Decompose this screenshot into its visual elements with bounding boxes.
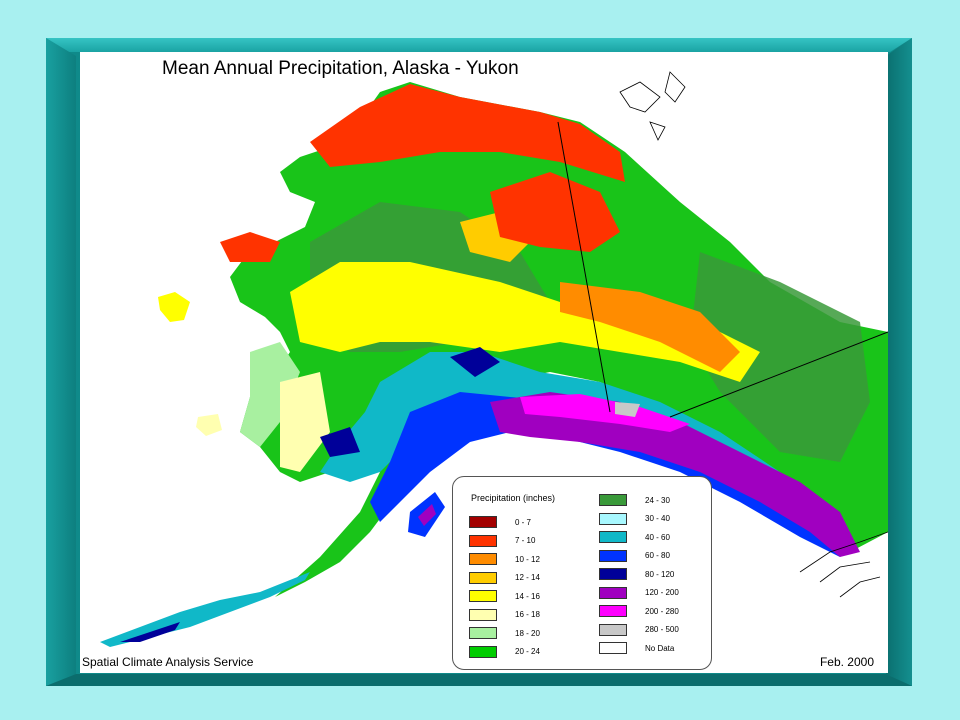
map-date: Feb. 2000 [819, 655, 874, 669]
legend-swatch [599, 494, 627, 507]
blue-region [370, 392, 850, 557]
legend-label: 80 - 120 [645, 569, 675, 579]
legend-swatch [469, 627, 497, 640]
red-region [310, 84, 625, 182]
yukon-bc-border [669, 331, 888, 418]
legend-swatch [599, 642, 627, 655]
legend-swatch [469, 608, 497, 621]
legend-title: Precipitation (inches) [471, 493, 556, 503]
legend-label: 18 - 20 [515, 628, 540, 638]
legend-item: 280 - 500 [599, 621, 679, 640]
legend-swatch [599, 568, 627, 581]
yellow-region [290, 262, 760, 382]
precipitation-map: Mean Annual Precipitation, Alaska - Yuko… [80, 52, 888, 673]
aleutian-islands [120, 622, 180, 642]
legend-label: No Data [645, 643, 675, 653]
legend-item: 20 - 24 [469, 643, 540, 662]
legend-label: 0 - 7 [515, 517, 532, 527]
legend-item: 0 - 7 [469, 513, 540, 532]
legend-swatch [599, 549, 627, 562]
light-green-region [280, 372, 330, 472]
purple-region [490, 392, 860, 557]
legend-item: 24 - 30 [599, 491, 679, 510]
legend-swatch [469, 590, 497, 603]
legend-item: 12 - 14 [469, 569, 540, 588]
legend-item: 30 - 40 [599, 510, 679, 529]
alaska-yukon-border [557, 121, 611, 413]
legend-swatch [599, 586, 627, 599]
legend-item: 60 - 80 [599, 547, 679, 566]
frame-bevel-left [46, 38, 76, 686]
legend-label: 16 - 18 [515, 610, 540, 620]
legend-swatch [469, 534, 497, 547]
legend-item: 200 - 280 [599, 602, 679, 621]
legend-item: 7 - 10 [469, 532, 540, 551]
frame-bevel-top [46, 38, 912, 52]
red-region [490, 172, 620, 252]
gray-region [615, 402, 640, 417]
legend-swatch [599, 512, 627, 525]
map-title: Mean Annual Precipitation, Alaska - Yuko… [162, 58, 519, 79]
orange-region [560, 282, 740, 372]
nunivak-island [196, 414, 222, 436]
legend-label: 60 - 80 [645, 551, 670, 561]
navy-region [320, 427, 360, 457]
map-credit: Spatial Climate Analysis Service [82, 655, 254, 669]
frame-bevel-bottom [46, 674, 912, 686]
legend-label: 120 - 200 [645, 588, 679, 598]
precipitation-legend: Precipitation (inches) 0 - 7 7 - 10 10 -… [452, 476, 712, 670]
light-green-region [240, 342, 300, 447]
legend-label: 7 - 10 [515, 536, 536, 546]
legend-label: 12 - 14 [515, 573, 540, 583]
legend-label: 30 - 40 [645, 514, 670, 524]
legend-item: 18 - 20 [469, 624, 540, 643]
legend-label: 10 - 12 [515, 554, 540, 564]
legend-swatch [469, 645, 497, 658]
st-lawrence-island [158, 292, 190, 322]
legend-item: 80 - 120 [599, 565, 679, 584]
legend-label: 280 - 500 [645, 625, 679, 635]
legend-swatch [599, 623, 627, 636]
legend-column-1: 0 - 7 7 - 10 10 - 12 12 - 14 14 - 16 16 … [469, 513, 540, 661]
legend-item: 14 - 16 [469, 587, 540, 606]
legend-item: No Data [599, 639, 679, 658]
arctic-islands [619, 71, 686, 141]
aleutian-islands [100, 572, 310, 647]
legend-swatch [469, 516, 497, 529]
legend-label: 40 - 60 [645, 532, 670, 542]
legend-label: 200 - 280 [645, 606, 679, 616]
legend-column-2: 24 - 30 30 - 40 40 - 60 60 - 80 80 - 120… [599, 491, 679, 658]
navy-region [450, 347, 500, 377]
kodiak-island [418, 504, 436, 526]
legend-item: 10 - 12 [469, 550, 540, 569]
legend-item: 16 - 18 [469, 606, 540, 625]
map-graphic [100, 71, 888, 647]
frame-bevel-right [886, 38, 912, 686]
legend-item: 120 - 200 [599, 584, 679, 603]
legend-item: 40 - 60 [599, 528, 679, 547]
legend-label: 24 - 30 [645, 495, 670, 505]
southeast-coast-outline [799, 531, 888, 598]
red-region [220, 232, 280, 262]
legend-swatch [599, 531, 627, 544]
legend-label: 14 - 16 [515, 591, 540, 601]
legend-label: 20 - 24 [515, 647, 540, 657]
legend-swatch [599, 605, 627, 618]
legend-swatch [469, 553, 497, 566]
green-region [690, 252, 870, 462]
magenta-region [520, 394, 690, 432]
legend-swatch [469, 571, 497, 584]
